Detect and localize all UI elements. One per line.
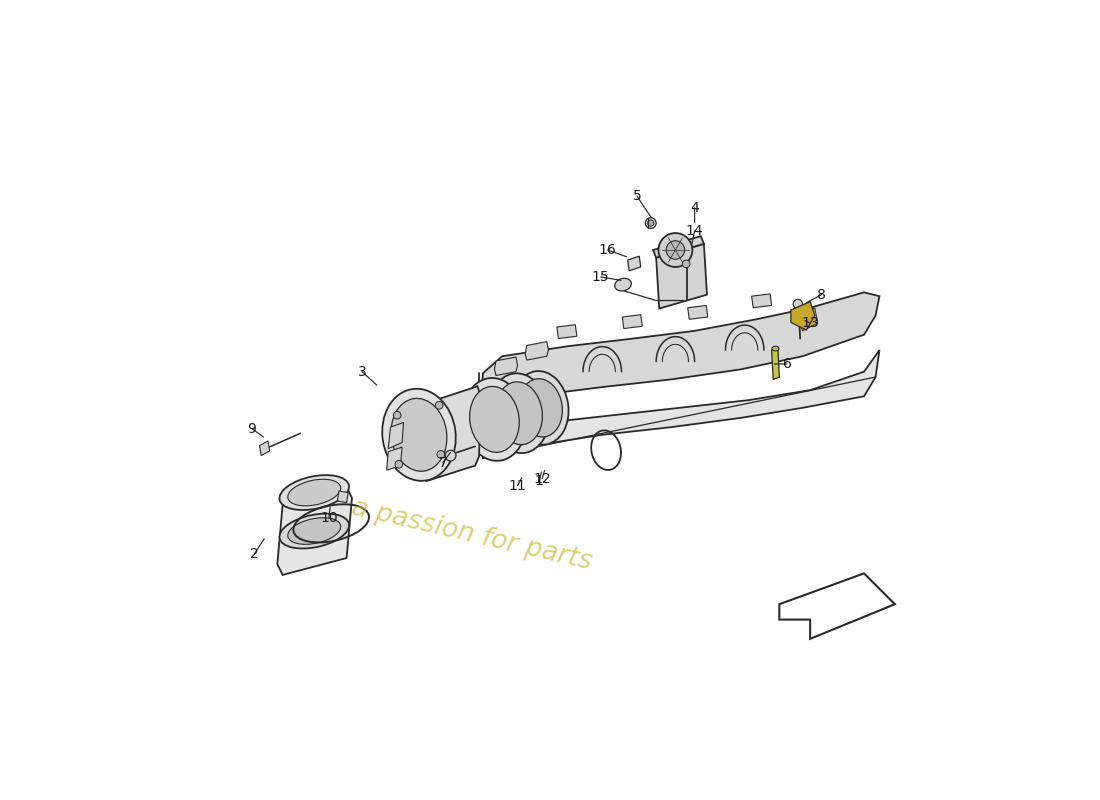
Ellipse shape bbox=[279, 475, 349, 510]
Polygon shape bbox=[557, 325, 576, 338]
Ellipse shape bbox=[488, 374, 549, 453]
Text: 12: 12 bbox=[534, 472, 551, 486]
Text: 4: 4 bbox=[691, 201, 698, 214]
Circle shape bbox=[646, 218, 656, 229]
Ellipse shape bbox=[288, 518, 341, 544]
Text: 2: 2 bbox=[250, 547, 258, 561]
Circle shape bbox=[667, 241, 684, 259]
Circle shape bbox=[793, 299, 803, 309]
Text: 15: 15 bbox=[592, 270, 609, 284]
Polygon shape bbox=[495, 357, 517, 375]
Polygon shape bbox=[772, 348, 779, 379]
Polygon shape bbox=[628, 256, 640, 270]
Text: 8: 8 bbox=[817, 288, 826, 302]
Polygon shape bbox=[277, 487, 352, 575]
Circle shape bbox=[648, 220, 653, 226]
Ellipse shape bbox=[470, 386, 519, 452]
Polygon shape bbox=[480, 350, 880, 458]
Ellipse shape bbox=[772, 346, 779, 351]
Circle shape bbox=[437, 450, 444, 458]
Text: a passion for parts: a passion for parts bbox=[349, 494, 594, 575]
Text: 9: 9 bbox=[248, 422, 256, 436]
Polygon shape bbox=[480, 292, 880, 435]
Polygon shape bbox=[791, 302, 815, 330]
Polygon shape bbox=[338, 491, 348, 502]
Polygon shape bbox=[623, 314, 642, 329]
Text: 13: 13 bbox=[801, 316, 820, 330]
Circle shape bbox=[436, 402, 443, 409]
Text: 11: 11 bbox=[508, 478, 527, 493]
Text: 3: 3 bbox=[358, 365, 366, 378]
Text: 10: 10 bbox=[320, 511, 338, 525]
Polygon shape bbox=[751, 294, 772, 308]
Ellipse shape bbox=[463, 378, 526, 461]
Circle shape bbox=[395, 461, 403, 468]
Polygon shape bbox=[260, 441, 270, 455]
Polygon shape bbox=[656, 244, 707, 309]
Circle shape bbox=[659, 233, 692, 267]
Text: 1: 1 bbox=[535, 474, 543, 488]
Polygon shape bbox=[387, 447, 403, 470]
Ellipse shape bbox=[496, 382, 542, 445]
Polygon shape bbox=[421, 386, 481, 481]
Ellipse shape bbox=[519, 378, 562, 437]
Ellipse shape bbox=[615, 278, 631, 291]
Circle shape bbox=[446, 450, 455, 461]
Text: 16: 16 bbox=[598, 243, 616, 257]
Text: 7: 7 bbox=[439, 455, 448, 470]
Polygon shape bbox=[779, 574, 895, 639]
Polygon shape bbox=[653, 236, 704, 258]
Polygon shape bbox=[688, 306, 707, 319]
Polygon shape bbox=[388, 422, 404, 449]
Polygon shape bbox=[799, 308, 818, 331]
Ellipse shape bbox=[279, 514, 349, 549]
Polygon shape bbox=[526, 342, 548, 360]
Ellipse shape bbox=[392, 398, 447, 471]
Text: 6: 6 bbox=[782, 357, 792, 371]
Ellipse shape bbox=[513, 371, 569, 445]
Ellipse shape bbox=[382, 389, 455, 481]
Circle shape bbox=[682, 260, 690, 268]
Circle shape bbox=[394, 411, 402, 419]
Text: 5: 5 bbox=[632, 189, 641, 203]
Text: 14: 14 bbox=[685, 224, 704, 238]
Ellipse shape bbox=[288, 479, 341, 506]
